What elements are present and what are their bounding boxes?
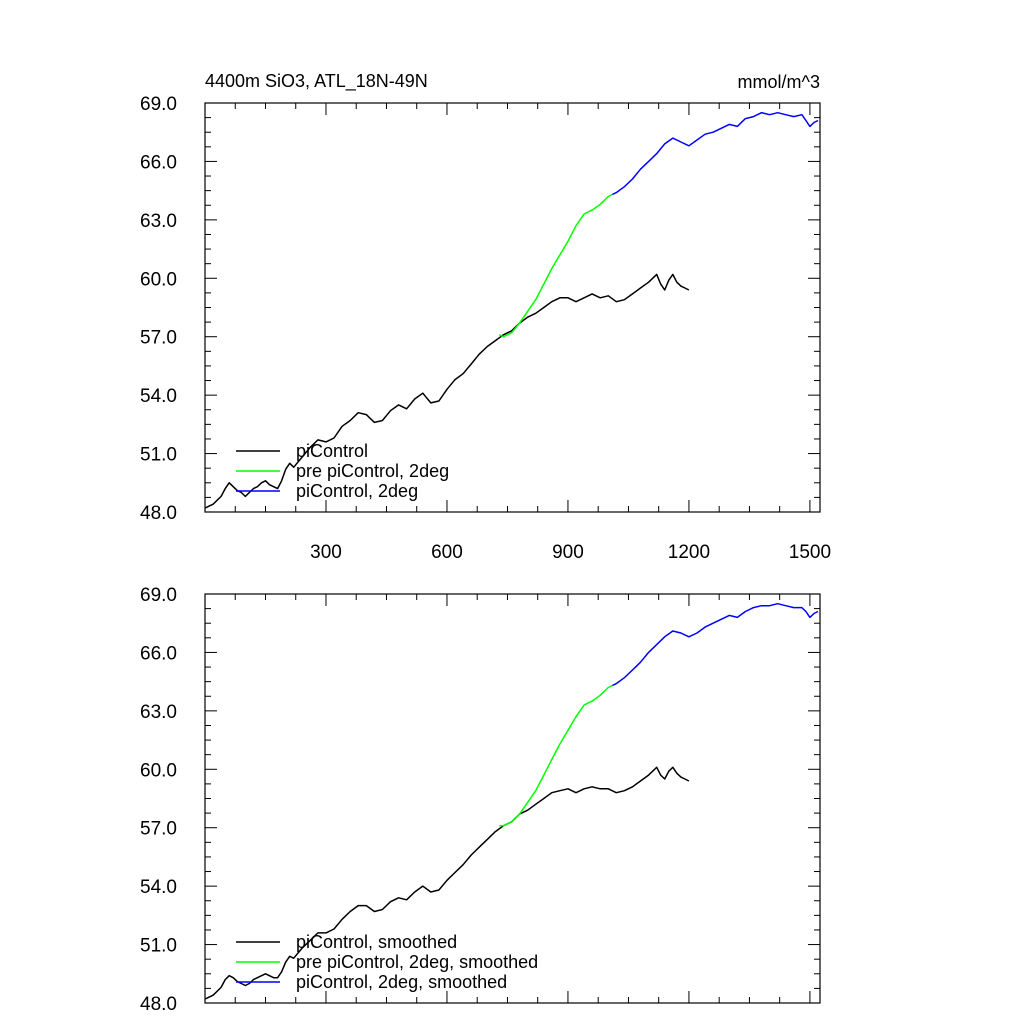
y-tick-label: 63.0 — [140, 211, 177, 232]
y-tick-label: 66.0 — [140, 643, 177, 664]
series-line-0 — [204, 273, 690, 509]
series-line-1 — [499, 684, 613, 827]
series-line-2 — [611, 602, 819, 687]
x-tick-label: 900 — [552, 542, 584, 563]
y-tick-label: 63.0 — [140, 702, 177, 723]
y-tick-label: 54.0 — [140, 386, 177, 407]
y-tick-label: 57.0 — [140, 819, 177, 840]
y-tick-label: 57.0 — [140, 328, 177, 349]
series-line-2 — [611, 111, 819, 196]
y-tick-label: 51.0 — [140, 445, 177, 466]
legend-label: piControl, smoothed — [296, 932, 457, 952]
chart-title: 4400m SiO3, ATL_18N-49N — [205, 71, 428, 92]
x-tick-label: 1500 — [789, 542, 831, 563]
series-line-1 — [499, 193, 613, 338]
y-tick-label: 66.0 — [140, 152, 177, 173]
legend-label: pre piControl, 2deg, smoothed — [296, 952, 538, 972]
y-tick-label: 48.0 — [140, 994, 177, 1015]
legend-label: piControl — [296, 441, 368, 461]
y-tick-label: 69.0 — [140, 94, 177, 115]
series-line-0 — [204, 766, 690, 1000]
y-tick-label: 60.0 — [140, 269, 177, 290]
y-tick-label: 54.0 — [140, 877, 177, 898]
units-label: mmol/m^3 — [738, 72, 820, 92]
x-tick-label: 1200 — [668, 542, 710, 563]
y-tick-label: 60.0 — [140, 760, 177, 781]
x-tick-label: 600 — [431, 542, 463, 563]
y-tick-label: 69.0 — [140, 585, 177, 606]
legend-label: piControl, 2deg, smoothed — [296, 972, 507, 992]
top-panel: 4400m SiO3, ATL_18N-49N mmol/m^3 48.0 51.0 5… — [140, 71, 831, 563]
x-tick-label: 300 — [310, 542, 342, 563]
y-tick-label: 51.0 — [140, 936, 177, 957]
legend-label: pre piControl, 2deg — [296, 461, 449, 481]
legend-label: piControl, 2deg — [296, 481, 418, 501]
y-tick-label: 48.0 — [140, 503, 177, 524]
bottom-panel: 48.0 51.0 54.0 57.0 60.0 63.0 66.0 69.0 piContro… — [140, 585, 821, 1015]
